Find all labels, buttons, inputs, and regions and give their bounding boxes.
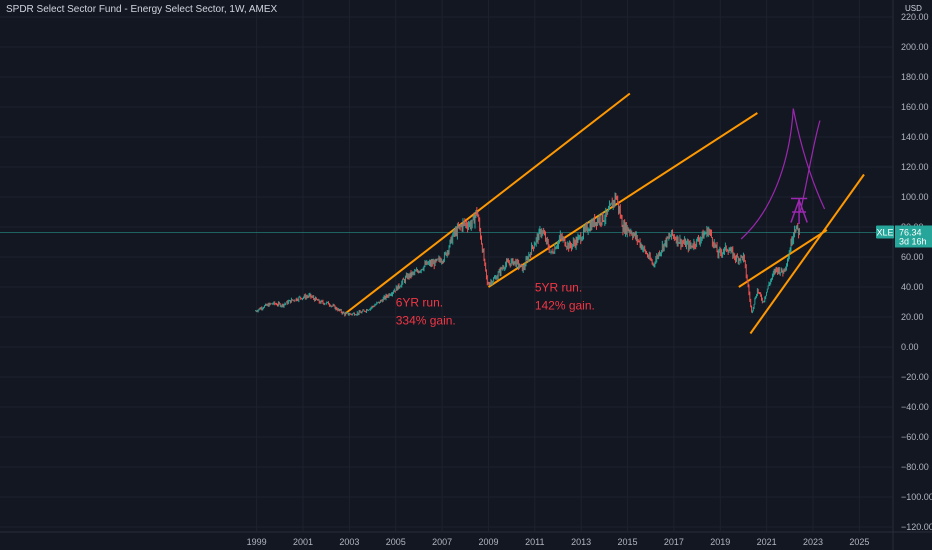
trendline xyxy=(749,173,865,335)
annotations-layer: 6YR run. 334% gain. 5YR run. 142% gain. xyxy=(396,281,595,328)
time-tick-label: 2009 xyxy=(478,537,498,547)
price-tick-label: 200.00 xyxy=(901,42,929,52)
price-tick-label: 220.00 xyxy=(901,12,929,22)
time-tick-label: 2015 xyxy=(618,537,638,547)
price-tick-label: 180.00 xyxy=(901,72,929,82)
time-tick-label: 2017 xyxy=(664,537,684,547)
price-tick-label: 140.00 xyxy=(901,132,929,142)
chart-title: SPDR Select Sector Fund - Energy Select … xyxy=(6,4,278,15)
drawings-layer xyxy=(344,92,865,335)
price-tick-label: 40.00 xyxy=(901,282,924,292)
trendline xyxy=(487,112,758,288)
price-tick-label: 60.00 xyxy=(901,252,924,262)
price-tick-label: −80.00 xyxy=(901,462,929,472)
annotation-text: 5YR run. xyxy=(535,281,582,295)
price-tick-label: −60.00 xyxy=(901,432,929,442)
time-tick-label: 2001 xyxy=(293,537,313,547)
price-tick-label: 160.00 xyxy=(901,102,929,112)
drawing-curve xyxy=(740,108,794,240)
annotation-text: 142% gain. xyxy=(535,299,595,313)
annotation-text: 334% gain. xyxy=(396,314,456,328)
time-tick-label: 2013 xyxy=(571,537,591,547)
price-badge-value: 76.34 xyxy=(899,227,922,237)
drawing-curve xyxy=(799,120,821,213)
price-tick-label: 0.00 xyxy=(901,342,919,352)
time-tick-label: 2005 xyxy=(386,537,406,547)
time-tick-label: 2023 xyxy=(803,537,823,547)
drawing-line xyxy=(798,199,808,223)
currency-label: USD xyxy=(905,4,922,13)
price-tick-label: −20.00 xyxy=(901,372,929,382)
price-badge xyxy=(895,225,932,248)
price-tick-label: −100.00 xyxy=(901,492,932,502)
price-tick-label: 100.00 xyxy=(901,192,929,202)
price-tick-label: 20.00 xyxy=(901,312,924,322)
price-tick-label: −40.00 xyxy=(901,402,929,412)
price-axis[interactable]: 220.00 200.00 180.00 160.00 140.00 120.00 100.… xyxy=(901,12,932,532)
price-tick-label: −120.00 xyxy=(901,522,932,532)
drawing-curve xyxy=(792,108,826,210)
trendline xyxy=(344,92,631,315)
price-series-layer xyxy=(254,192,800,317)
time-tick-label: 1999 xyxy=(247,537,267,547)
time-tick-label: 2003 xyxy=(339,537,359,547)
drawing-line xyxy=(790,199,800,223)
symbol-badge xyxy=(876,225,894,239)
time-tick-label: 2011 xyxy=(525,537,544,547)
trendline xyxy=(738,229,828,288)
annotation-text: 6YR run. xyxy=(396,296,443,310)
price-badge-countdown: 3d 16h xyxy=(899,236,927,246)
time-tick-label: 2021 xyxy=(757,537,777,547)
symbol-badge-text: XLE xyxy=(876,227,893,237)
time-tick-label: 2025 xyxy=(849,537,869,547)
time-tick-label: 2007 xyxy=(432,537,452,547)
time-axis[interactable]: 1999 2001 2003 2005 2007 2009 2011 2013 2015 2017… xyxy=(247,537,870,547)
price-tick-label: 120.00 xyxy=(901,162,929,172)
time-tick-label: 2019 xyxy=(710,537,730,547)
